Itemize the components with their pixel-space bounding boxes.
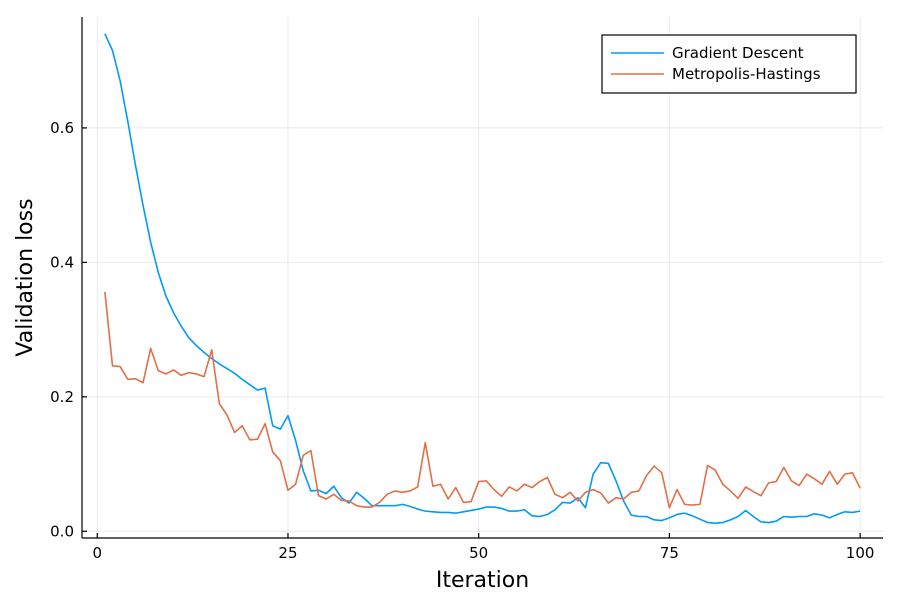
y-tick-label-1: 0.2 (50, 388, 74, 406)
legend-box (601, 34, 857, 94)
y-tick-label-2: 0.4 (50, 253, 74, 271)
y-tick-label-0: 0.0 (50, 522, 74, 540)
series-lines (104, 33, 861, 525)
x-tick-label-4: 100 (846, 544, 875, 562)
tick-labels: 0 25 50 75 100 0.0 0.2 0.4 0.6 (50, 119, 874, 562)
x-tick-label-0: 0 (92, 544, 102, 562)
x-tick-label-3: 75 (660, 544, 679, 562)
x-axis-title: Iteration (436, 568, 529, 593)
y-tick-label-3: 0.6 (50, 119, 74, 137)
series-line-gradient-descent (104, 33, 861, 525)
legend: Gradient Descent Metropolis-Hastings (601, 34, 857, 94)
y-axis-title: Validation loss (13, 198, 38, 356)
legend-label-gradient-descent: Gradient Descent (672, 44, 804, 62)
x-tick-label-2: 50 (469, 544, 488, 562)
x-tick-label-1: 25 (278, 544, 297, 562)
grid (82, 17, 883, 538)
axes (81, 17, 883, 539)
legend-label-metropolis-hastings: Metropolis-Hastings (672, 65, 821, 83)
series-line-metropolis-hastings (104, 291, 861, 509)
